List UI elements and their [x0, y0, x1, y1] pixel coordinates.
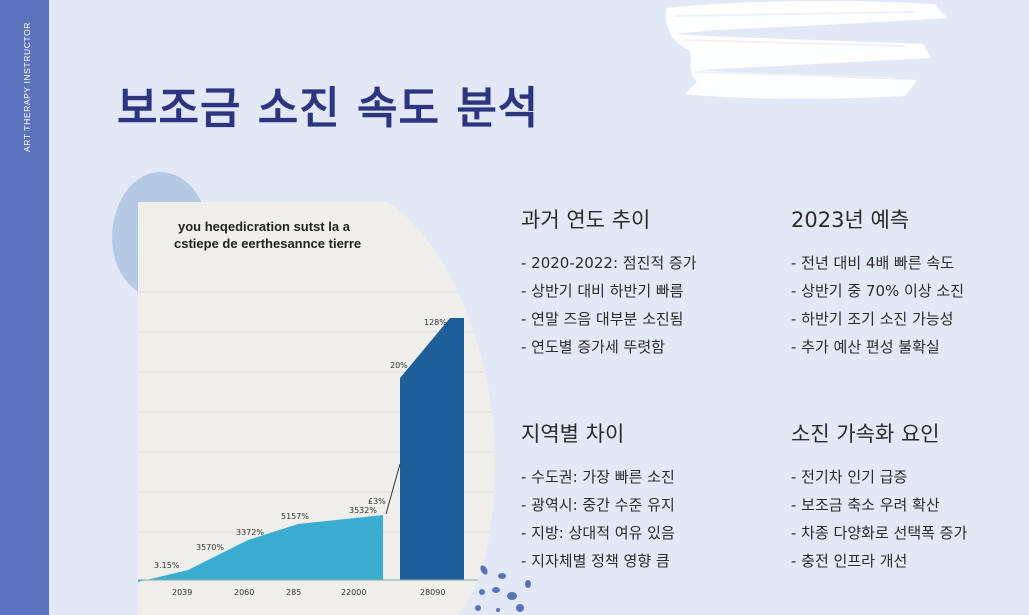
- list-item: - 보조금 축소 우려 확산: [791, 496, 940, 514]
- list-item: - 연말 즈음 대부분 소진됨: [521, 310, 684, 328]
- brush-stroke-decoration: [666, 1, 947, 99]
- chart-point-label: 5157%: [281, 512, 309, 521]
- list-item: - 지자체별 정책 영향 큼: [521, 552, 670, 570]
- list-item: - 연도별 증가세 뚜렷함: [521, 338, 665, 356]
- list-item: - 충전 인프라 개선: [791, 552, 908, 570]
- decorative-dots: [475, 565, 531, 612]
- list-item: - 전기차 인기 급증: [791, 468, 908, 486]
- list-item: - 2020-2022: 점진적 증가: [521, 254, 697, 272]
- section-heading: 소진 가속화 요인: [791, 422, 940, 446]
- chart-illustration: you heqedicration sutst la a cstiepe de …: [138, 202, 495, 615]
- list-item: - 지방: 상대적 여유 있음: [521, 524, 675, 542]
- chart-point-label: 3.15%: [154, 561, 180, 570]
- chart-x-label: 2060: [234, 588, 254, 597]
- list-item: - 광역시: 중간 수준 유지: [521, 496, 675, 514]
- bullet-list: - 수도권: 가장 빠른 소진 - 광역시: 중간 수준 유지 - 지방: 상대…: [521, 466, 751, 578]
- chart-point-label: 20%: [390, 361, 408, 370]
- section-past-trend: 과거 연도 추이 - 2020-2022: 점진적 증가 - 상반기 대비 하반…: [521, 204, 751, 364]
- list-item: - 차종 다양화로 선택폭 증가: [791, 524, 968, 542]
- chart-point-label: 3372%: [236, 528, 264, 537]
- side-bar: ART THERAPY INSTRUCTOR: [0, 0, 49, 615]
- section-regional-difference: 지역별 차이 - 수도권: 가장 빠른 소진 - 광역시: 중간 수준 유지 -…: [521, 418, 751, 578]
- chart-point-label: £3%: [368, 497, 386, 506]
- chart-point-label: 128%: [424, 318, 447, 327]
- page-title: 보조금 소진 속도 분석: [117, 83, 540, 134]
- side-bar-label: ART THERAPY INSTRUCTOR: [22, 21, 32, 152]
- section-heading: 과거 연도 추이: [521, 208, 651, 232]
- section-acceleration-factors: 소진 가속화 요인 - 전기차 인기 급증 - 보조금 축소 우려 확산 - 차…: [791, 418, 1021, 578]
- list-item: - 수도권: 가장 빠른 소진: [521, 468, 675, 486]
- section-heading: 2023년 예측: [791, 208, 910, 232]
- chart-x-label: 28090: [420, 588, 445, 597]
- bullet-list: - 전기차 인기 급증 - 보조금 축소 우려 확산 - 차종 다양화로 선택폭…: [791, 466, 1021, 578]
- chart-x-label: 22000: [341, 588, 366, 597]
- list-item: - 상반기 대비 하반기 빠름: [521, 282, 684, 300]
- chart-caption-2: cstiepe de eerthesannce tierre: [174, 236, 361, 251]
- list-item: - 추가 예산 편성 불확실: [791, 338, 940, 356]
- section-heading: 지역별 차이: [521, 422, 625, 446]
- chart-x-label: 285: [286, 588, 301, 597]
- list-item: - 전년 대비 4배 빠른 속도: [791, 254, 954, 272]
- list-item: - 상반기 중 70% 이상 소진: [791, 282, 964, 300]
- chart-point-label: 3532%: [349, 506, 377, 515]
- bullet-list: - 전년 대비 4배 빠른 속도 - 상반기 중 70% 이상 소진 - 하반기…: [791, 252, 1021, 364]
- chart-point-label: 3570%: [196, 543, 224, 552]
- chart-x-label: 2039: [172, 588, 192, 597]
- bullet-list: - 2020-2022: 점진적 증가 - 상반기 대비 하반기 빠름 - 연말…: [521, 252, 751, 364]
- section-2023-forecast: 2023년 예측 - 전년 대비 4배 빠른 속도 - 상반기 중 70% 이상…: [791, 204, 1021, 364]
- list-item: - 하반기 조기 소진 가능성: [791, 310, 954, 328]
- chart-caption-1: you heqedicration sutst la a: [178, 219, 351, 234]
